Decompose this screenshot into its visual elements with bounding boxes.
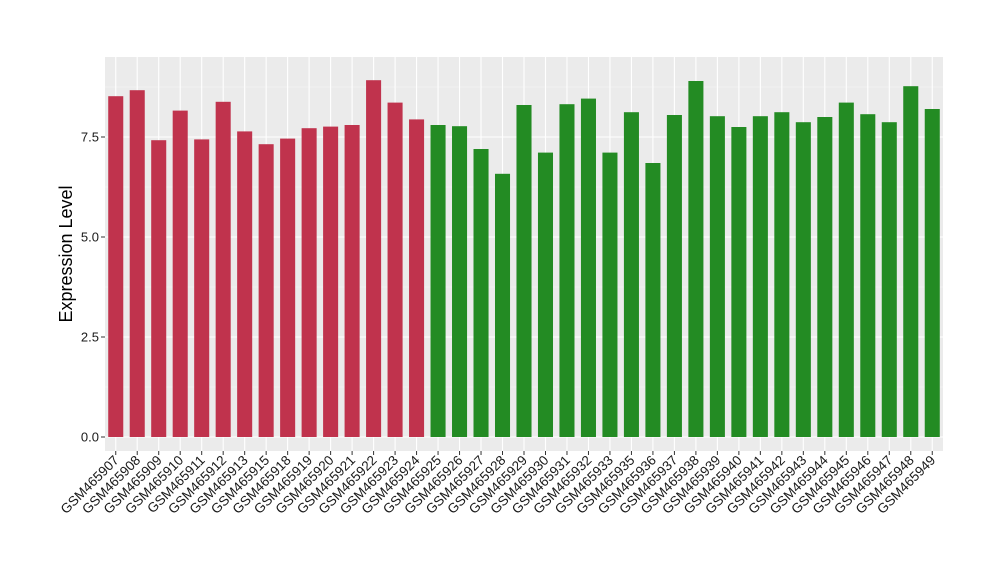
bar bbox=[924, 109, 940, 437]
bar bbox=[774, 112, 790, 437]
bar bbox=[881, 122, 897, 437]
bar bbox=[430, 125, 446, 437]
bar bbox=[172, 110, 188, 437]
bar bbox=[215, 101, 231, 438]
bar bbox=[129, 90, 145, 437]
bar bbox=[151, 140, 167, 437]
y-axis: 0.0 2.5 5.0 7.5 bbox=[81, 130, 105, 445]
bar bbox=[602, 152, 618, 437]
bar bbox=[366, 80, 382, 437]
bar bbox=[752, 116, 768, 437]
bar bbox=[709, 116, 725, 437]
bar bbox=[344, 125, 360, 437]
bar bbox=[494, 173, 511, 438]
bar bbox=[194, 139, 210, 437]
bar bbox=[237, 131, 253, 437]
y-tick-label: 0.0 bbox=[81, 430, 99, 445]
bar bbox=[795, 122, 811, 437]
bar bbox=[452, 126, 468, 437]
x-axis: GSM465907GSM465908GSM465909GSM465910GSM4… bbox=[58, 451, 938, 517]
y-tick-label: 5.0 bbox=[81, 230, 99, 245]
bar bbox=[645, 163, 661, 437]
bar bbox=[731, 127, 747, 437]
bar bbox=[903, 86, 919, 437]
bar bbox=[323, 126, 339, 437]
bar bbox=[108, 96, 124, 437]
bar bbox=[559, 104, 575, 437]
bar bbox=[301, 128, 317, 437]
bar bbox=[817, 117, 833, 437]
bars bbox=[108, 80, 940, 438]
y-tick-label: 2.5 bbox=[81, 330, 99, 345]
bar bbox=[387, 102, 403, 437]
y-tick-label: 7.5 bbox=[81, 130, 99, 145]
bar bbox=[838, 102, 854, 437]
bar bbox=[473, 149, 489, 437]
bar bbox=[409, 119, 425, 438]
bar bbox=[666, 115, 682, 437]
bar bbox=[280, 138, 296, 437]
bar bbox=[860, 114, 876, 437]
bar bbox=[258, 144, 274, 437]
bar bbox=[516, 105, 532, 437]
bar bbox=[688, 81, 704, 437]
bar bbox=[580, 98, 596, 437]
bar bbox=[623, 112, 639, 437]
y-axis-title: Expression Level bbox=[56, 185, 76, 322]
bar bbox=[537, 152, 554, 437]
